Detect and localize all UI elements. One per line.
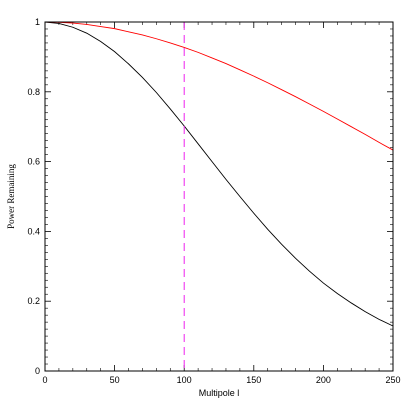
y-tick-label: 0 [35,366,40,376]
x-tick-label: 250 [385,375,400,385]
y-tick-label: 0.2 [27,296,40,306]
series-line-2 [44,21,394,151]
x-tick-label: 50 [110,375,120,385]
x-axis-label: Multipole l [199,388,240,398]
y-tick-label: 0.8 [27,87,40,97]
y-tick-label: 0.6 [27,157,40,167]
y-axis-label: Power Remaining [6,164,16,229]
y-tick-label: 0.4 [27,226,40,236]
series-line-1 [44,21,394,327]
x-tick-label: 100 [177,375,192,385]
x-tick-label: 200 [316,375,331,385]
plot-frame [44,21,394,372]
series-layer [44,21,394,371]
x-tick-label: 150 [246,375,261,385]
x-tick-label: 0 [42,375,47,385]
y-tick-label: 1 [35,17,40,27]
